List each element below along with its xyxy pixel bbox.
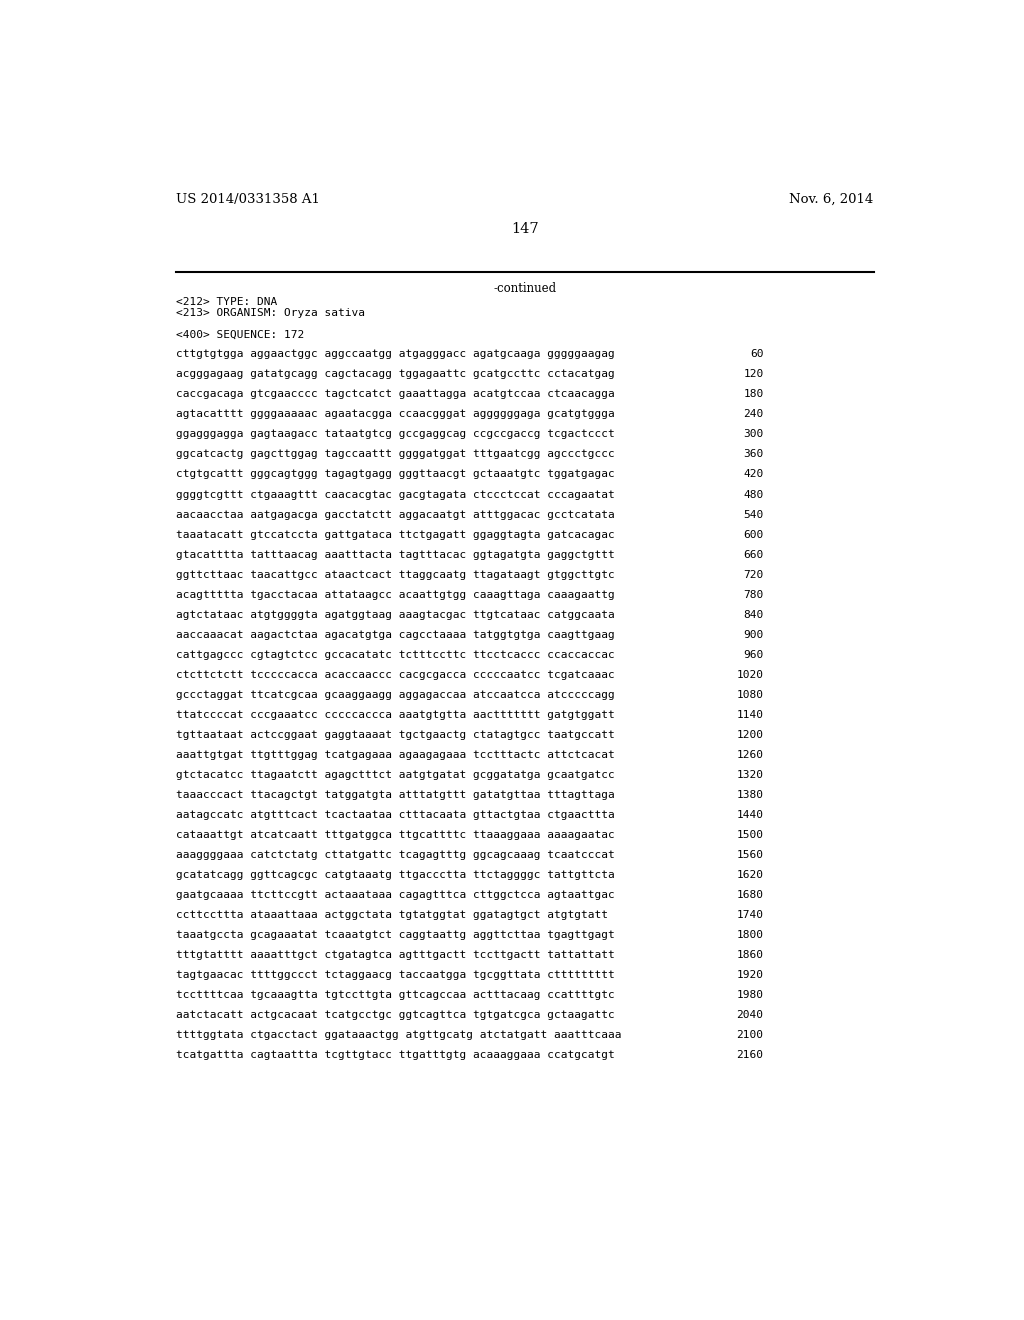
Text: acagttttta tgacctacaa attataagcc acaattgtgg caaagttaga caaagaattg: acagttttta tgacctacaa attataagcc acaattg… [176, 590, 614, 599]
Text: 1920: 1920 [736, 970, 764, 979]
Text: aaccaaacat aagactctaa agacatgtga cagcctaaaa tatggtgtga caagttgaag: aaccaaacat aagactctaa agacatgtga cagccta… [176, 630, 614, 640]
Text: US 2014/0331358 A1: US 2014/0331358 A1 [176, 193, 319, 206]
Text: 960: 960 [743, 649, 764, 660]
Text: 60: 60 [750, 350, 764, 359]
Text: ggggtcgttt ctgaaagttt caacacgtac gacgtagata ctccctccat cccagaatat: ggggtcgttt ctgaaagttt caacacgtac gacgtag… [176, 490, 614, 499]
Text: taaacccact ttacagctgt tatggatgta atttatgttt gatatgttaa tttagttaga: taaacccact ttacagctgt tatggatgta atttatg… [176, 789, 614, 800]
Text: 600: 600 [743, 529, 764, 540]
Text: caccgacaga gtcgaacccc tagctcatct gaaattagga acatgtccaa ctcaacagga: caccgacaga gtcgaacccc tagctcatct gaaatta… [176, 389, 614, 400]
Text: tagtgaacac ttttggccct tctaggaacg taccaatgga tgcggttata cttttttttt: tagtgaacac ttttggccct tctaggaacg taccaat… [176, 970, 614, 979]
Text: taaatgccta gcagaaatat tcaaatgtct caggtaattg aggttcttaa tgagttgagt: taaatgccta gcagaaatat tcaaatgtct caggtaa… [176, 929, 614, 940]
Text: acgggagaag gatatgcagg cagctacagg tggagaattc gcatgccttc cctacatgag: acgggagaag gatatgcagg cagctacagg tggagaa… [176, 370, 614, 379]
Text: aatctacatt actgcacaat tcatgcctgc ggtcagttca tgtgatcgca gctaagattc: aatctacatt actgcacaat tcatgcctgc ggtcagt… [176, 1010, 614, 1020]
Text: 1200: 1200 [736, 730, 764, 739]
Text: taaatacatt gtccatccta gattgataca ttctgagatt ggaggtagta gatcacagac: taaatacatt gtccatccta gattgataca ttctgag… [176, 529, 614, 540]
Text: <212> TYPE: DNA: <212> TYPE: DNA [176, 297, 278, 308]
Text: 1680: 1680 [736, 890, 764, 900]
Text: 2160: 2160 [736, 1051, 764, 1060]
Text: ttatccccat cccgaaatcc cccccaccca aaatgtgtta aacttttttt gatgtggatt: ttatccccat cccgaaatcc cccccaccca aaatgtg… [176, 710, 614, 719]
Text: gtacatttta tatttaacag aaatttacta tagtttacac ggtagatgta gaggctgttt: gtacatttta tatttaacag aaatttacta tagttta… [176, 549, 614, 560]
Text: 1320: 1320 [736, 770, 764, 780]
Text: 147: 147 [511, 222, 539, 235]
Text: ggttcttaac taacattgcc ataactcact ttaggcaatg ttagataagt gtggcttgtc: ggttcttaac taacattgcc ataactcact ttaggca… [176, 570, 614, 579]
Text: 420: 420 [743, 470, 764, 479]
Text: tccttttcaa tgcaaagtta tgtccttgta gttcagccaa actttacaag ccattttgtc: tccttttcaa tgcaaagtta tgtccttgta gttcagc… [176, 990, 614, 1001]
Text: 1260: 1260 [736, 750, 764, 760]
Text: aaattgtgat ttgtttggag tcatgagaaa agaagagaaa tcctttactc attctcacat: aaattgtgat ttgtttggag tcatgagaaa agaagag… [176, 750, 614, 760]
Text: 2100: 2100 [736, 1030, 764, 1040]
Text: 360: 360 [743, 449, 764, 459]
Text: ttttggtata ctgacctact ggataaactgg atgttgcatg atctatgatt aaatttcaaa: ttttggtata ctgacctact ggataaactgg atgttg… [176, 1030, 622, 1040]
Text: tgttaataat actccggaat gaggtaaaat tgctgaactg ctatagtgcc taatgccatt: tgttaataat actccggaat gaggtaaaat tgctgaa… [176, 730, 614, 739]
Text: <213> ORGANISM: Oryza sativa: <213> ORGANISM: Oryza sativa [176, 308, 365, 318]
Text: aacaacctaa aatgagacga gacctatctt aggacaatgt atttggacac gcctcatata: aacaacctaa aatgagacga gacctatctt aggacaa… [176, 510, 614, 520]
Text: 900: 900 [743, 630, 764, 640]
Text: ctcttctctt tcccccacca acaccaaccc cacgcgacca cccccaatcc tcgatcaaac: ctcttctctt tcccccacca acaccaaccc cacgcga… [176, 669, 614, 680]
Text: aatagccatc atgtttcact tcactaataa ctttacaata gttactgtaa ctgaacttta: aatagccatc atgtttcact tcactaataa ctttaca… [176, 810, 614, 820]
Text: 1080: 1080 [736, 689, 764, 700]
Text: <400> SEQUENCE: 172: <400> SEQUENCE: 172 [176, 330, 304, 339]
Text: 780: 780 [743, 590, 764, 599]
Text: 120: 120 [743, 370, 764, 379]
Text: 1440: 1440 [736, 810, 764, 820]
Text: 1020: 1020 [736, 669, 764, 680]
Text: gtctacatcc ttagaatctt agagctttct aatgtgatat gcggatatga gcaatgatcc: gtctacatcc ttagaatctt agagctttct aatgtga… [176, 770, 614, 780]
Text: 180: 180 [743, 389, 764, 400]
Text: 1140: 1140 [736, 710, 764, 719]
Text: 720: 720 [743, 570, 764, 579]
Text: tttgtatttt aaaatttgct ctgatagtca agtttgactt tccttgactt tattattatt: tttgtatttt aaaatttgct ctgatagtca agtttga… [176, 950, 614, 960]
Text: ccttccttta ataaattaaa actggctata tgtatggtat ggatagtgct atgtgtatt: ccttccttta ataaattaaa actggctata tgtatgg… [176, 909, 608, 920]
Text: ggagggagga gagtaagacc tataatgtcg gccgaggcag ccgccgaccg tcgactccct: ggagggagga gagtaagacc tataatgtcg gccgagg… [176, 429, 614, 440]
Text: 300: 300 [743, 429, 764, 440]
Text: 1740: 1740 [736, 909, 764, 920]
Text: gccctaggat ttcatcgcaa gcaaggaagg aggagaccaa atccaatcca atcccccagg: gccctaggat ttcatcgcaa gcaaggaagg aggagac… [176, 689, 614, 700]
Text: 840: 840 [743, 610, 764, 619]
Text: cataaattgt atcatcaatt tttgatggca ttgcattttc ttaaaggaaa aaaagaatac: cataaattgt atcatcaatt tttgatggca ttgcatt… [176, 830, 614, 840]
Text: tcatgattta cagtaattta tcgttgtacc ttgatttgtg acaaaggaaa ccatgcatgt: tcatgattta cagtaattta tcgttgtacc ttgattt… [176, 1051, 614, 1060]
Text: ggcatcactg gagcttggag tagccaattt ggggatggat tttgaatcgg agccctgccc: ggcatcactg gagcttggag tagccaattt ggggatg… [176, 449, 614, 459]
Text: 2040: 2040 [736, 1010, 764, 1020]
Text: gcatatcagg ggttcagcgc catgtaaatg ttgaccctta ttctaggggc tattgttcta: gcatatcagg ggttcagcgc catgtaaatg ttgaccc… [176, 870, 614, 880]
Text: 1380: 1380 [736, 789, 764, 800]
Text: 660: 660 [743, 549, 764, 560]
Text: 1620: 1620 [736, 870, 764, 880]
Text: cttgtgtgga aggaactggc aggccaatgg atgagggacc agatgcaaga gggggaagag: cttgtgtgga aggaactggc aggccaatgg atgaggg… [176, 350, 614, 359]
Text: Nov. 6, 2014: Nov. 6, 2014 [790, 193, 873, 206]
Text: agtctataac atgtggggta agatggtaag aaagtacgac ttgtcataac catggcaata: agtctataac atgtggggta agatggtaag aaagtac… [176, 610, 614, 619]
Text: cattgagccc cgtagtctcc gccacatatc tctttccttc ttcctcaccc ccaccaccac: cattgagccc cgtagtctcc gccacatatc tctttcc… [176, 649, 614, 660]
Text: 540: 540 [743, 510, 764, 520]
Text: gaatgcaaaa ttcttccgtt actaaataaa cagagtttca cttggctcca agtaattgac: gaatgcaaaa ttcttccgtt actaaataaa cagagtt… [176, 890, 614, 900]
Text: ctgtgcattt gggcagtggg tagagtgagg gggttaacgt gctaaatgtc tggatgagac: ctgtgcattt gggcagtggg tagagtgagg gggttaa… [176, 470, 614, 479]
Text: 240: 240 [743, 409, 764, 420]
Text: 1800: 1800 [736, 929, 764, 940]
Text: 1980: 1980 [736, 990, 764, 1001]
Text: aaaggggaaa catctctatg cttatgattc tcagagtttg ggcagcaaag tcaatcccat: aaaggggaaa catctctatg cttatgattc tcagagt… [176, 850, 614, 859]
Text: 480: 480 [743, 490, 764, 499]
Text: 1500: 1500 [736, 830, 764, 840]
Text: -continued: -continued [494, 281, 556, 294]
Text: 1860: 1860 [736, 950, 764, 960]
Text: agtacatttt ggggaaaaac agaatacgga ccaacgggat aggggggaga gcatgtggga: agtacatttt ggggaaaaac agaatacgga ccaacgg… [176, 409, 614, 420]
Text: 1560: 1560 [736, 850, 764, 859]
